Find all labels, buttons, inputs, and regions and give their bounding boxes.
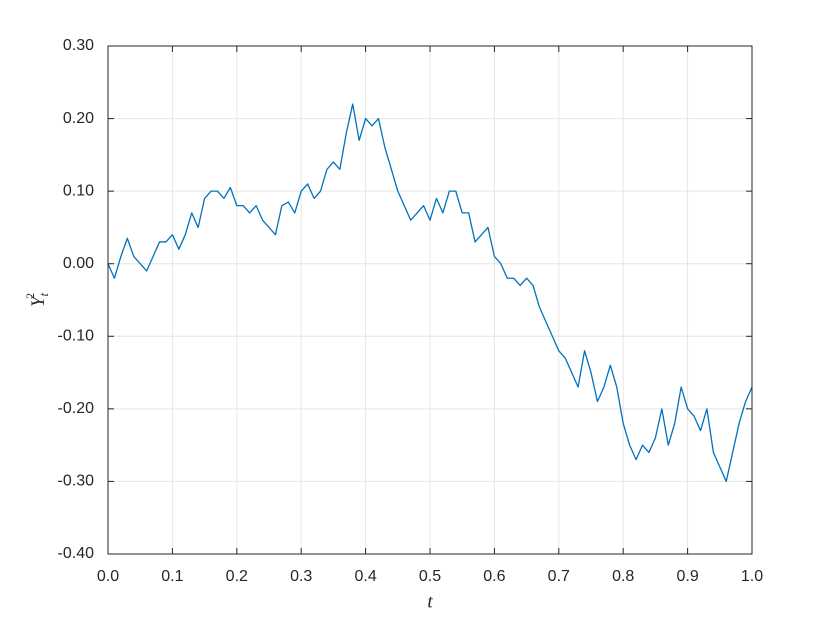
- y-tick-label: -0.20: [58, 400, 95, 417]
- x-tick-label: 1.0: [741, 568, 763, 585]
- x-tick-label: 0.2: [226, 568, 248, 585]
- x-tick-label: 0.9: [676, 568, 698, 585]
- y-tick-label: 0.20: [63, 110, 94, 127]
- x-axis-label: t: [427, 591, 433, 612]
- y-tick-label: 0.30: [63, 37, 94, 54]
- data-line: [107, 103, 753, 483]
- x-tick-label: 0.4: [354, 568, 376, 585]
- x-tick-label: 0.5: [419, 568, 441, 585]
- y-axis-label: Yt2: [23, 293, 51, 308]
- x-tick-label: 0.8: [612, 568, 634, 585]
- y-label-base: Y: [28, 294, 49, 307]
- y-tick-label: -0.30: [58, 473, 95, 490]
- y-tick-label: -0.10: [58, 328, 95, 345]
- x-tick-label: 0.1: [161, 568, 183, 585]
- x-tick-label: 0.7: [548, 568, 570, 585]
- axes-box: [107, 45, 753, 555]
- x-tick-label: 0.3: [290, 568, 312, 585]
- y-tick-label: 0.00: [63, 255, 94, 272]
- y-tick-label: -0.40: [58, 545, 95, 562]
- y-label-sub: t: [36, 293, 51, 297]
- y-label-sup: 2: [23, 293, 37, 299]
- x-tick-label: 0.6: [483, 568, 505, 585]
- y-tick-label: 0.10: [63, 182, 94, 199]
- x-tick-label: 0.0: [97, 568, 119, 585]
